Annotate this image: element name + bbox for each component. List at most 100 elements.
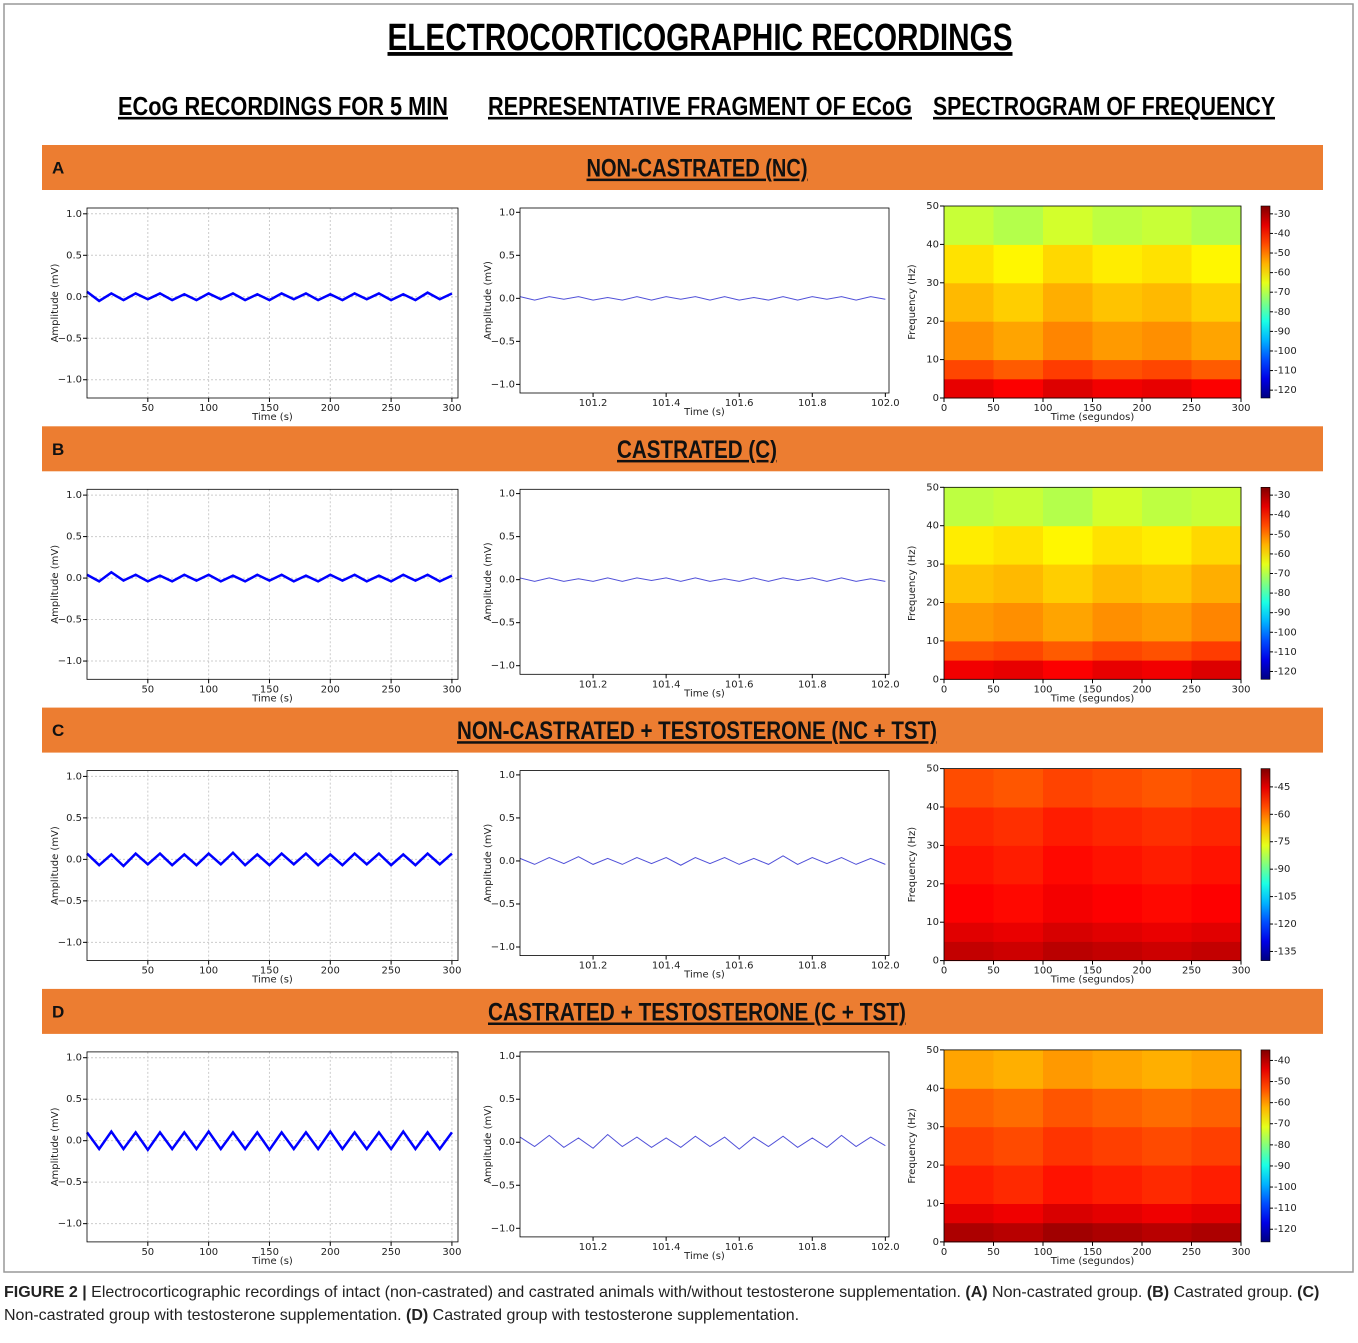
x-tick-label: 101.8 — [798, 1242, 827, 1253]
y-tick-label: 0 — [933, 1237, 939, 1248]
heatmap-cell — [944, 379, 994, 399]
y-axis-label: Amplitude (mV) — [50, 545, 61, 624]
colorbar-tick-label: -50 — [1274, 248, 1290, 259]
heatmap-cell — [1192, 922, 1242, 942]
y-tick-label: 0.5 — [66, 1094, 82, 1105]
panel-letter: D — [52, 1002, 64, 1021]
x-tick-label: 50 — [987, 684, 1000, 695]
y-tick-label: 0.5 — [499, 813, 515, 824]
x-tick-label: 101.2 — [579, 398, 608, 409]
y-tick-label: 10 — [926, 1199, 939, 1210]
x-axis-label: Time (s) — [683, 407, 725, 418]
y-tick-label: −1.0 — [58, 1219, 82, 1230]
heatmap-cell — [994, 1165, 1044, 1204]
x-tick-label: 50 — [141, 403, 154, 414]
x-tick-label: 200 — [1132, 684, 1151, 695]
caption-text: Non-castrated group. — [988, 1284, 1147, 1301]
heatmap-cell — [994, 641, 1044, 661]
heatmap-cell — [1043, 641, 1093, 661]
y-tick-label: −1.0 — [491, 942, 515, 953]
x-tick-label: 250 — [382, 1247, 401, 1258]
caption-text: Castrated group with testosterone supple… — [428, 1307, 799, 1324]
colorbar-tick-label: -90 — [1274, 608, 1290, 619]
x-tick-label: 101.8 — [798, 679, 827, 690]
x-tick-label: 101.8 — [798, 961, 827, 972]
x-tick-label: 102.0 — [871, 1242, 900, 1253]
x-tick-label: 102.0 — [871, 679, 900, 690]
x-tick-label: 101.6 — [725, 398, 754, 409]
x-tick-label: 101.8 — [798, 398, 827, 409]
colorbar-tick-label: -90 — [1274, 1161, 1290, 1172]
heatmap-cell — [1142, 941, 1192, 961]
heatmap-cell — [1043, 379, 1093, 399]
panel-title: NON-CASTRATED + TESTOSTERONE (NC + TST) — [457, 717, 937, 745]
y-tick-label: −0.5 — [491, 618, 515, 629]
colorbar-tick-label: -60 — [1274, 268, 1290, 279]
heatmap-cell — [944, 1204, 994, 1224]
heatmap-cell — [1142, 660, 1192, 680]
heatmap-cell — [1043, 487, 1093, 526]
colorbar — [1261, 206, 1270, 398]
y-tick-label: −0.5 — [491, 899, 515, 910]
panel-title: CASTRATED (C) — [617, 436, 777, 464]
y-tick-label: −0.5 — [491, 1180, 515, 1191]
x-tick-label: 100 — [1033, 1247, 1052, 1258]
heatmap-cell — [1192, 283, 1242, 322]
heatmap-cell — [1043, 321, 1093, 360]
plot-frame — [87, 208, 458, 398]
y-tick-label: 30 — [926, 840, 939, 851]
y-tick-label: 50 — [926, 482, 939, 493]
x-tick-label: 250 — [1182, 403, 1201, 414]
x-tick-label: 200 — [1132, 966, 1151, 977]
colorbar-tick-label: -30 — [1274, 209, 1290, 220]
signal-line — [520, 856, 885, 865]
x-tick-label: 101.6 — [725, 961, 754, 972]
y-tick-label: 30 — [926, 559, 939, 570]
heatmap-cell — [944, 321, 994, 360]
x-tick-label: 102.0 — [871, 961, 900, 972]
y-tick-label: 40 — [926, 239, 939, 250]
y-tick-label: 0.0 — [66, 573, 82, 584]
x-tick-label: 250 — [382, 966, 401, 977]
y-tick-label: 0.5 — [66, 813, 82, 824]
heatmap-cell — [1142, 807, 1192, 846]
y-axis-label: Amplitude (mV) — [50, 263, 61, 342]
signal-line — [520, 1135, 885, 1150]
y-tick-label: 0 — [933, 674, 939, 685]
x-tick-label: 300 — [442, 1247, 461, 1258]
heatmap-cell — [994, 1204, 1044, 1224]
signal-line — [520, 297, 885, 300]
heatmap-cell — [944, 360, 994, 380]
heatmap-cell — [994, 769, 1044, 808]
heatmap-cell — [1093, 660, 1143, 680]
x-axis-label: Time (s) — [683, 970, 725, 981]
heatmap-cell — [1142, 283, 1192, 322]
x-tick-label: 200 — [321, 403, 340, 414]
x-tick-label: 0 — [941, 403, 947, 414]
heatmap-cell — [994, 1223, 1044, 1243]
signal-line — [520, 578, 885, 581]
heatmap-cell — [944, 845, 994, 884]
colorbar — [1261, 769, 1270, 961]
y-tick-label: 0.0 — [66, 1136, 82, 1147]
caption-text: (D) — [406, 1307, 428, 1324]
x-tick-label: 101.4 — [652, 1242, 681, 1253]
column-header: REPRESENTATIVE FRAGMENT OF ECoG — [488, 91, 912, 121]
heatmap-cell — [1093, 884, 1143, 923]
caption-text: FIGURE 2 | — [4, 1284, 91, 1301]
heatmap-cell — [1093, 321, 1143, 360]
heatmap-cell — [944, 283, 994, 322]
y-tick-label: −1.0 — [491, 379, 515, 390]
y-tick-label: 0.0 — [499, 575, 515, 586]
heatmap-cell — [1142, 1127, 1192, 1166]
heatmap-cell — [1192, 845, 1242, 884]
heatmap-cell — [1043, 1165, 1093, 1204]
colorbar-tick-label: -80 — [1274, 1140, 1290, 1151]
colorbar-tick-label: -60 — [1274, 809, 1290, 820]
heatmap-cell — [1043, 206, 1093, 245]
y-tick-label: 50 — [926, 1045, 939, 1056]
heatmap-cell — [1192, 769, 1242, 808]
colorbar-tick-label: -110 — [1274, 1203, 1297, 1214]
heatmap-cell — [1093, 845, 1143, 884]
x-tick-label: 200 — [321, 684, 340, 695]
